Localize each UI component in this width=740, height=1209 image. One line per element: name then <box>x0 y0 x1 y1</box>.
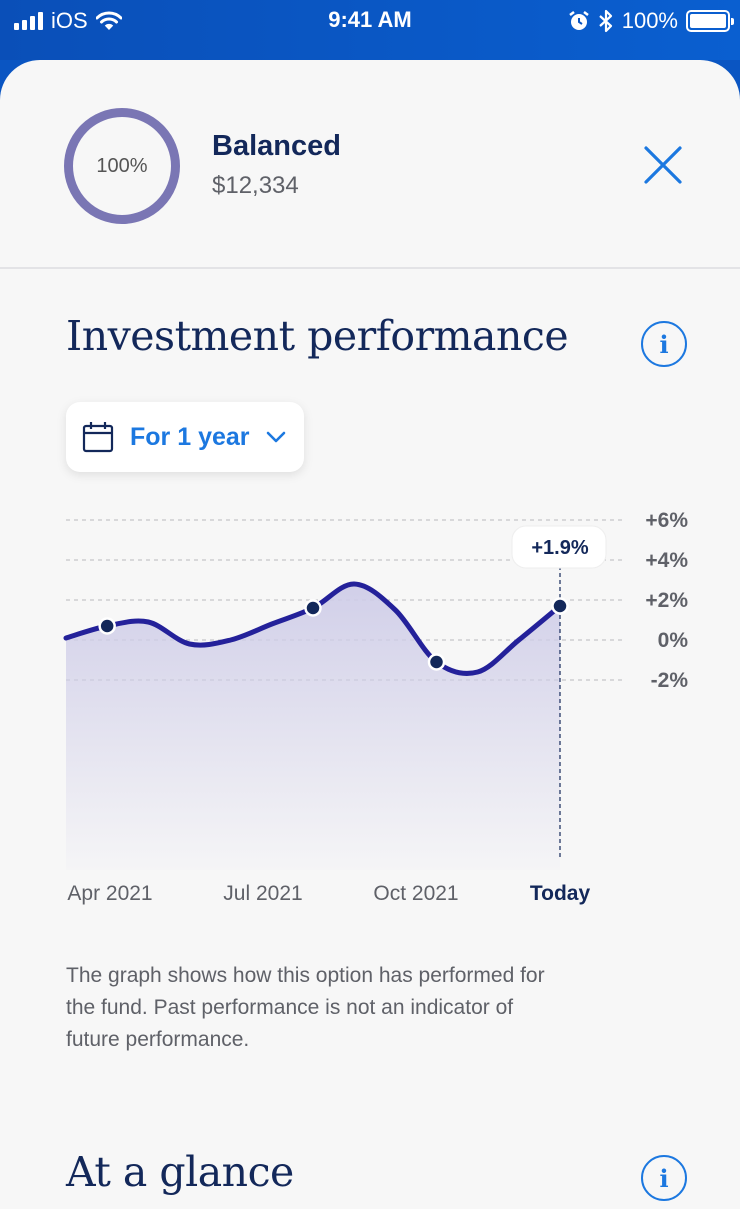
data-point <box>304 599 322 617</box>
allocation-percent: 100% <box>96 154 148 177</box>
fund-detail-sheet: 100% Balanced $12,334 Investment perform… <box>0 60 740 1209</box>
series-area <box>66 583 560 870</box>
x-tick-label: Oct 2021 <box>373 882 459 905</box>
fund-name: Balanced <box>212 130 341 162</box>
status-left: iOS <box>14 8 122 34</box>
glance-info-icon[interactable]: i <box>641 1155 687 1201</box>
carrier-label: iOS <box>51 8 88 33</box>
chart-disclaimer: The graph shows how this option has perf… <box>66 964 545 1051</box>
y-tick-label: -2% <box>651 669 689 692</box>
performance-info-icon[interactable]: i <box>641 321 687 367</box>
fund-balance: $12,334 <box>212 172 299 199</box>
bluetooth-icon <box>598 9 612 33</box>
status-bar: iOS 9:41 AM 100% <box>0 0 740 60</box>
battery-icon <box>686 10 734 32</box>
alarm-icon <box>568 11 589 30</box>
calendar-icon <box>82 422 114 453</box>
data-point <box>98 617 116 635</box>
y-tick-label: +2% <box>645 589 688 612</box>
performance-title: Investment performance <box>66 312 569 360</box>
value-tooltip <box>511 525 607 569</box>
y-tick-label: +4% <box>645 549 688 572</box>
data-point <box>551 597 569 615</box>
battery-percent: 100% <box>621 8 678 33</box>
glance-title: At a glance <box>66 1148 294 1196</box>
signal-icon <box>14 12 43 30</box>
y-tick-label: 0% <box>658 629 689 652</box>
x-tick-label: Apr 2021 <box>67 882 153 905</box>
chevron-down-icon <box>266 431 285 443</box>
x-tick-label: Jul 2021 <box>223 882 303 905</box>
data-point <box>427 653 446 671</box>
value-tooltip-label: +1.9% <box>531 537 588 559</box>
fund-header: 100% Balanced $12,334 <box>0 60 740 269</box>
period-label: For 1 year <box>130 422 250 451</box>
period-dropdown[interactable]: For 1 year <box>66 402 304 472</box>
performance-chart: +6% +4% +2% 0% -2% +1.9% <box>63 509 689 870</box>
status-right: 100% <box>568 8 734 34</box>
x-tick-label: Today <box>529 882 591 905</box>
allocation-ring: 100% <box>64 108 180 224</box>
y-tick-label: +6% <box>645 509 688 532</box>
close-icon[interactable] <box>640 142 686 188</box>
status-time: 9:41 AM <box>328 7 412 32</box>
wifi-icon <box>95 11 122 30</box>
